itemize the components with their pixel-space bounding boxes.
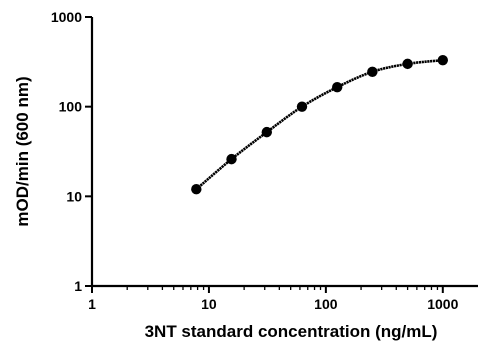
data-point xyxy=(191,184,202,195)
y-tick-label: 10 xyxy=(66,188,82,204)
y-tick-label: 1000 xyxy=(51,9,82,25)
y-tick-label: 100 xyxy=(59,99,83,115)
data-points-layer xyxy=(191,54,448,195)
y-tick-label: 1 xyxy=(74,278,82,294)
x-tick-label: 100 xyxy=(314,296,338,312)
data-point xyxy=(331,81,343,93)
x-tick-label: 1 xyxy=(88,296,96,312)
data-point xyxy=(437,54,448,66)
axes xyxy=(90,17,478,288)
y-axis-ticks: 1 10 100 1000 xyxy=(51,9,92,294)
x-axis-ticks: 1 10 100 1000 xyxy=(88,286,459,312)
x-axis-title: 3NT standard concentration (ng/mL) xyxy=(145,322,438,341)
data-point xyxy=(367,66,378,77)
x-tick-label: 10 xyxy=(201,296,217,312)
y-axis-title: mOD/min (600 nm) xyxy=(13,76,32,226)
x-tick-label: 1000 xyxy=(427,296,458,312)
fit-curve xyxy=(195,58,443,191)
fit-curve-layer xyxy=(195,58,443,191)
data-point xyxy=(402,58,413,70)
data-point xyxy=(261,126,272,138)
data-point xyxy=(296,101,308,112)
data-point xyxy=(226,153,237,165)
